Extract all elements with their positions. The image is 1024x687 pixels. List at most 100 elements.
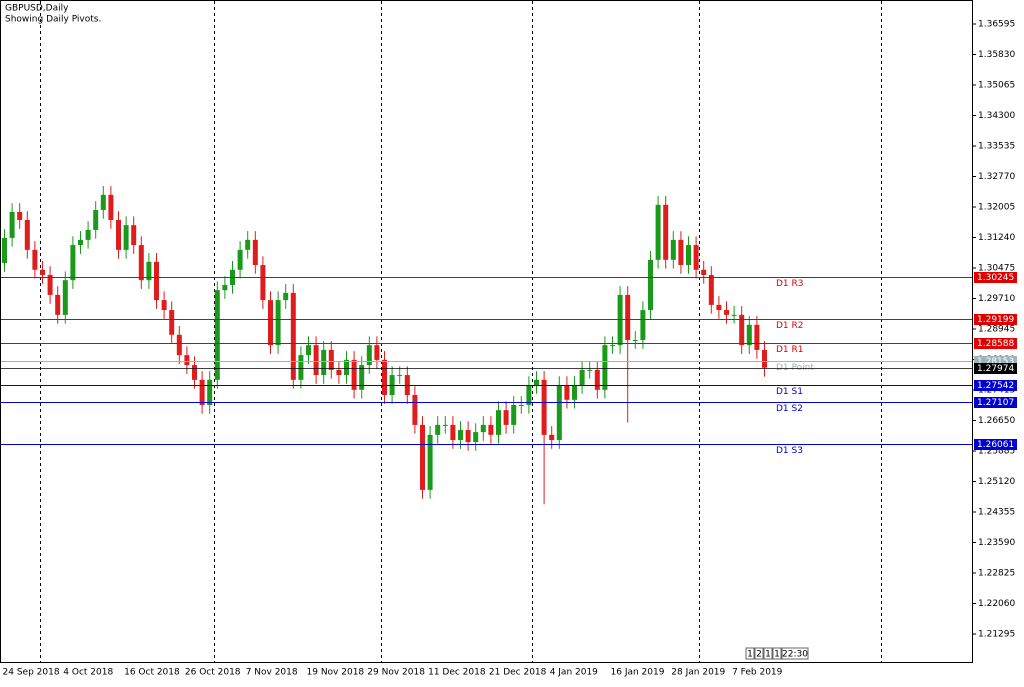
y-tick-label: 1.34300	[978, 111, 1015, 121]
price-box	[974, 314, 1017, 325]
candle-body	[739, 314, 745, 346]
status-text: 2	[756, 650, 762, 660]
price-box	[974, 338, 1017, 349]
candle-body	[731, 314, 737, 316]
candle-body	[594, 369, 600, 390]
candle-body	[252, 239, 258, 266]
x-tick-label: 28 Jan 2019	[671, 668, 725, 678]
candle-body	[397, 375, 403, 377]
y-tick-label: 1.23590	[978, 538, 1015, 548]
candle-body	[374, 345, 380, 360]
candle-body	[344, 359, 349, 376]
y-tick-label: 1.32005	[978, 203, 1015, 213]
candle-body	[678, 239, 684, 266]
candle-body	[564, 385, 570, 400]
candle-body	[176, 334, 182, 356]
candle-body	[496, 410, 501, 435]
candle-body	[617, 294, 623, 346]
candle-body	[625, 294, 631, 340]
candle-body	[648, 259, 653, 311]
candle-body	[716, 304, 722, 311]
candle-body	[40, 269, 45, 275]
candle-body	[214, 290, 220, 380]
x-tick-label: 19 Nov 2018	[307, 668, 365, 678]
x-tick-label: 7 Feb 2019	[732, 668, 783, 678]
status-box	[754, 647, 764, 660]
status-box	[772, 647, 782, 660]
candle-body	[526, 385, 532, 405]
candle-body	[161, 300, 167, 311]
status-text: 1	[747, 650, 753, 660]
candle-body	[351, 359, 357, 390]
price-box	[974, 439, 1017, 450]
candle-body	[602, 345, 608, 390]
price-box	[974, 380, 1017, 391]
candle-body	[313, 345, 319, 376]
y-tick-label: 1.35065	[978, 81, 1015, 91]
y-tick-label: 1.28945	[978, 325, 1015, 335]
y-tick-label: 1.25885	[978, 447, 1015, 457]
plot-frame	[0, 0, 973, 663]
y-tick-label: 1.32770	[978, 172, 1015, 182]
price-box-label: 1.27542	[977, 381, 1014, 391]
price-box	[974, 363, 1017, 374]
candle-body	[503, 410, 509, 425]
chart-title: GBPUSD,Daily	[5, 4, 69, 14]
candle-body	[207, 379, 213, 405]
pivot-label: D1 R2	[776, 321, 804, 331]
candle-body	[154, 261, 159, 301]
candle-body	[762, 349, 767, 368]
candle-body	[382, 359, 387, 395]
candle-body	[298, 355, 304, 380]
price-box-label: 1.28588	[977, 339, 1014, 349]
x-tick-label: 29 Nov 2018	[367, 668, 425, 678]
pivot-label: D1 R3	[776, 279, 804, 289]
candle-body	[93, 209, 99, 230]
candle-body	[427, 434, 433, 490]
candle-body	[199, 379, 205, 405]
candle-body	[579, 369, 585, 386]
candle-body	[686, 245, 691, 266]
y-tick-label: 1.26650	[978, 416, 1015, 426]
pivot-label: D1 S1	[776, 387, 803, 397]
x-tick-label: 16 Oct 2018	[124, 668, 180, 678]
x-tick-label: 24 Sep 2018	[3, 668, 60, 678]
status-box	[745, 647, 755, 660]
candle-body	[321, 349, 327, 376]
y-tick-label: 1.25120	[978, 477, 1015, 487]
x-tick-label: 11 Dec 2018	[428, 668, 486, 678]
candle-body	[724, 310, 729, 315]
status-box	[763, 647, 773, 660]
candle-body	[290, 292, 296, 380]
candle-body	[131, 225, 137, 246]
candle-body	[260, 265, 266, 301]
period-separators	[40, 1, 882, 662]
candle-body	[541, 379, 547, 435]
candle-body	[169, 310, 175, 335]
candle-body	[670, 239, 676, 260]
candle-body	[184, 355, 190, 366]
candle-body	[359, 365, 365, 390]
candle-body	[2, 237, 7, 264]
candle-body	[32, 249, 38, 270]
candle-body	[328, 349, 334, 370]
pivot-label: D1 S2	[776, 404, 803, 414]
candle-body	[366, 345, 372, 366]
candle-body	[268, 300, 273, 346]
price-box	[974, 356, 1017, 367]
x-tick-label: 16 Jan 2019	[611, 668, 665, 678]
candle-body	[465, 430, 471, 443]
candle-body	[306, 345, 311, 356]
pivot-label: D1 R1	[776, 345, 804, 355]
candle-body	[435, 424, 441, 435]
candle-body	[222, 284, 228, 291]
candle-body	[146, 261, 152, 281]
candle-body	[511, 404, 517, 425]
candle-body	[442, 424, 448, 426]
candle-body	[17, 211, 23, 220]
y-tick-label: 1.30475	[978, 264, 1015, 274]
candle-body	[138, 245, 144, 281]
candle-body	[283, 292, 289, 301]
candle-body	[62, 280, 68, 315]
x-tick-label: 7 Nov 2018	[246, 668, 298, 678]
